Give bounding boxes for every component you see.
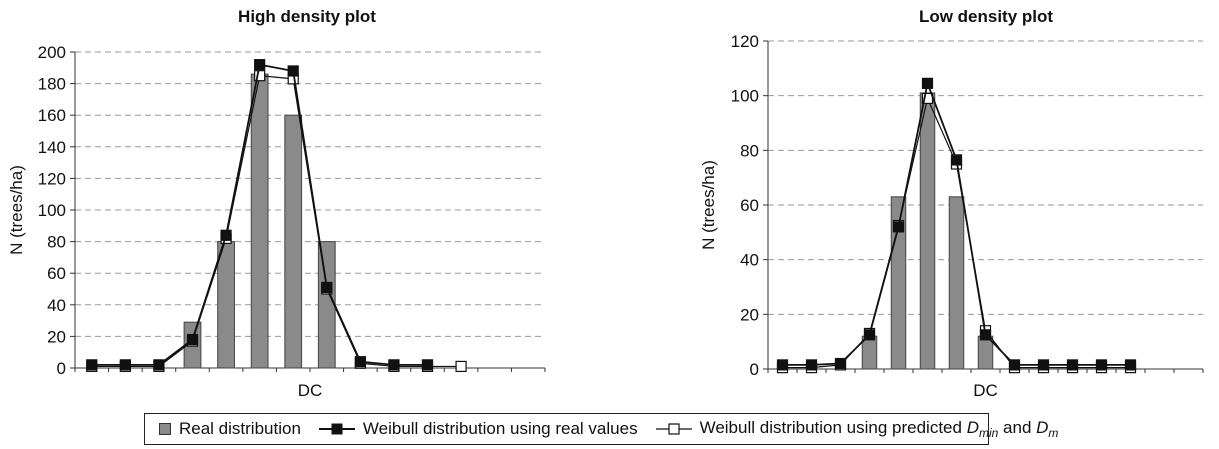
bar [948, 196, 965, 370]
y-tick-label: 60 [740, 196, 759, 215]
x-axis-label: DC [973, 381, 998, 400]
series-line-weibull-predicted [91, 75, 462, 368]
bar [317, 241, 336, 369]
marker-filled-square [776, 359, 789, 371]
y-tick-label: 100 [38, 201, 66, 220]
y-tick-label: 120 [731, 32, 759, 51]
marker-filled-square [1008, 359, 1021, 371]
y-axis-label: N (trees/ha) [7, 165, 26, 255]
marker-filled-square [921, 77, 934, 89]
y-tick-label: 20 [740, 305, 759, 324]
y-tick-label: 0 [57, 359, 66, 378]
bar [919, 92, 936, 370]
y-tick-label: 80 [740, 141, 759, 160]
y-tick-label: 200 [38, 43, 66, 62]
marker-filled-square [950, 154, 963, 166]
marker-filled-square [1066, 359, 1079, 371]
marker-filled-square [892, 221, 905, 233]
marker-filled-square [354, 356, 366, 368]
chart-title: Low density plot [919, 7, 1053, 26]
marker-filled-square [119, 359, 131, 371]
y-tick-label: 40 [740, 251, 759, 270]
legend: Real distribution Weibull distribution u… [144, 413, 1058, 445]
marker-filled-square [421, 359, 434, 371]
legend-filled-square-line-swatch [318, 423, 355, 435]
y-tick-label: 160 [38, 106, 66, 125]
y-tick-label: 60 [47, 264, 66, 283]
legend-item-weibull-predicted: Weibull distribution using predicted Dmi… [655, 418, 1059, 440]
legend-label-weibull-predicted: Weibull distribution using predicted Dmi… [699, 418, 1059, 440]
marker-filled-square [805, 359, 818, 371]
marker-filled-square [863, 329, 876, 341]
y-tick-label: 140 [38, 138, 66, 157]
legend-item-weibull-real: Weibull distribution using real values [318, 419, 638, 439]
y-tick-label: 40 [47, 296, 66, 315]
marker-filled-square [1037, 359, 1050, 371]
chart-low-density: 0 20 40 60 80 100 120 Low density plot DC N (tree… [699, 7, 1204, 400]
marker-filled-square [86, 359, 98, 371]
x-axis-label: DC [298, 381, 323, 400]
marker-filled-square [287, 65, 299, 77]
marker-filled-square [220, 229, 232, 241]
marker-filled-square [186, 333, 199, 346]
y-tick-label: 100 [731, 87, 759, 106]
marker-filled-square [153, 359, 165, 371]
chart-high-density: 0 20 40 60 80 100 120 140 160 180 200 High density … [7, 7, 546, 400]
marker-filled-square [1124, 359, 1137, 371]
y-tick-label: 180 [38, 75, 66, 94]
bar [217, 241, 235, 369]
legend-label-weibull-real: Weibull distribution using real values [362, 419, 638, 438]
legend-item-real-distribution: Real distribution [159, 419, 301, 439]
legend-bar-swatch [159, 423, 171, 435]
marker-filled-square [1095, 359, 1108, 371]
marker-filled-square [979, 329, 992, 341]
marker-open-square [455, 360, 467, 373]
marker-open-square [254, 70, 266, 82]
y-tick-label: 120 [38, 169, 66, 188]
legend-label-real-distribution: Real distribution [179, 419, 301, 438]
y-tick-label: 20 [47, 327, 66, 346]
marker-filled-square [254, 59, 266, 71]
bar [250, 73, 269, 369]
marker-filled-square [388, 359, 400, 371]
chart-title: High density plot [238, 7, 376, 26]
marker-filled-square [321, 281, 333, 294]
y-axis-label: N (trees/ha) [699, 160, 718, 250]
legend-open-square-line-swatch [655, 423, 692, 435]
bar [284, 114, 303, 369]
y-tick-label: 80 [47, 233, 66, 252]
y-tick-label: 0 [750, 360, 759, 379]
marker-filled-square [834, 357, 847, 370]
